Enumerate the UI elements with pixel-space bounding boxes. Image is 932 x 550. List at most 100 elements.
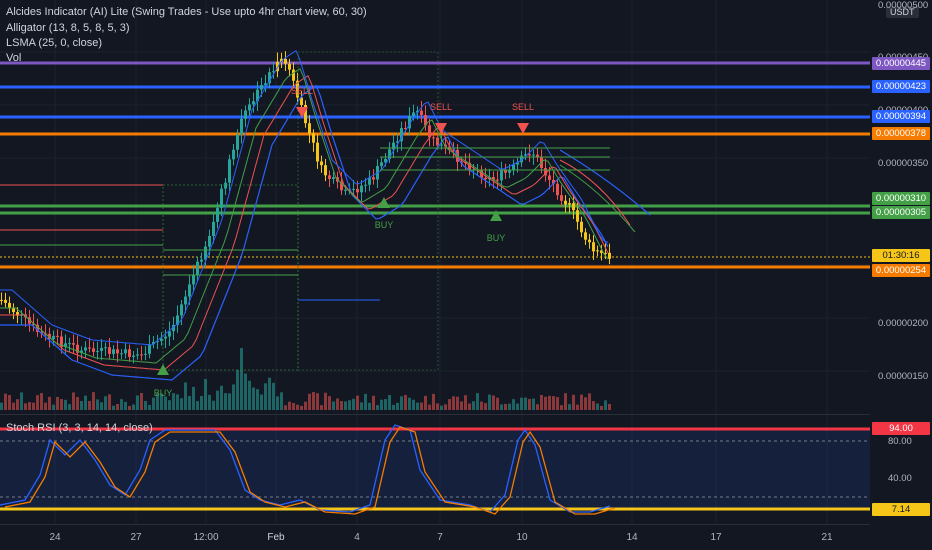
volume-bar xyxy=(192,386,195,410)
volume-bar xyxy=(596,403,599,410)
moving-average-line xyxy=(0,84,609,381)
volume-bar xyxy=(276,396,279,410)
volume-bar xyxy=(444,404,447,410)
candle-body xyxy=(240,118,243,135)
volume-bar xyxy=(580,394,583,410)
candle-body xyxy=(76,344,79,353)
volume-bar xyxy=(408,397,411,410)
volume-bar xyxy=(400,396,403,410)
pane-divider[interactable] xyxy=(0,414,870,415)
price-tag-blue: 0.00000394 xyxy=(872,110,930,123)
candle-body xyxy=(380,162,383,167)
volume-bar xyxy=(404,394,407,410)
volume-bar xyxy=(568,404,571,410)
candle-body xyxy=(536,154,539,158)
candle-body xyxy=(356,188,359,193)
candle-body xyxy=(508,169,511,173)
candle-body xyxy=(392,142,395,150)
candle-body xyxy=(180,304,183,316)
candle-body xyxy=(516,162,519,165)
candle-body xyxy=(272,71,275,73)
sell-signal-label: SELL xyxy=(429,102,453,112)
candle-body xyxy=(168,331,171,337)
price-tick: 0.00000150 xyxy=(878,371,929,382)
volume-bar xyxy=(228,393,231,410)
volume-bar xyxy=(232,384,235,410)
candle-body xyxy=(372,177,375,180)
volume-bar xyxy=(216,390,219,410)
candle-body xyxy=(352,188,355,190)
candle-body xyxy=(48,333,51,340)
time-label: 7 xyxy=(437,532,443,543)
candle-body xyxy=(64,343,67,348)
candle-body xyxy=(96,350,99,352)
candle-body xyxy=(8,302,11,308)
volume-bar xyxy=(452,396,455,410)
candle-body xyxy=(264,83,267,86)
price-tick: 0.00000200 xyxy=(878,318,929,329)
candle-body xyxy=(520,155,523,163)
volume-bar xyxy=(12,402,15,410)
candle-body xyxy=(496,179,499,181)
volume-bar xyxy=(264,383,267,410)
volume-bar xyxy=(52,404,55,410)
volume-bar xyxy=(188,396,191,410)
volume-bar xyxy=(544,396,547,410)
volume-bar xyxy=(604,400,607,410)
candle-body xyxy=(424,115,427,126)
volume-bar xyxy=(288,401,291,410)
volume-bar xyxy=(308,393,311,410)
volume-bar xyxy=(284,405,287,410)
candle-body xyxy=(608,252,611,259)
volume-bar xyxy=(220,385,223,410)
volume-bar xyxy=(460,401,463,410)
volume-bar xyxy=(540,394,543,410)
alligator-legend[interactable]: Alligator (13, 8, 5, 8, 5, 3) xyxy=(6,22,130,34)
volume-bar xyxy=(520,397,523,410)
volume-bar xyxy=(364,393,367,410)
candle-body xyxy=(592,242,595,252)
stoch-tag-red: 94.00 xyxy=(872,422,930,435)
volume-bar xyxy=(296,404,299,410)
time-label: 17 xyxy=(710,532,722,543)
volume-bar xyxy=(552,396,555,410)
candle-body xyxy=(344,189,347,191)
volume-bar xyxy=(328,396,331,410)
candle-body xyxy=(588,239,591,243)
time-label: 10 xyxy=(516,532,528,543)
candle-body xyxy=(184,296,187,305)
stoch-rsi-legend[interactable]: Stoch RSI (3, 3, 14, 14, close) xyxy=(6,422,153,434)
candle-body xyxy=(152,341,155,345)
volume-bar xyxy=(528,398,531,410)
volume-bar xyxy=(532,398,535,410)
volume-bar xyxy=(344,401,347,410)
volume-bar xyxy=(40,393,43,410)
candle-body xyxy=(304,105,307,124)
volume-bar xyxy=(68,404,71,410)
buy-signal-label: BUY xyxy=(486,233,506,243)
volume-bar xyxy=(608,403,611,410)
candle-body xyxy=(192,274,195,285)
volume-bar xyxy=(432,393,435,410)
volume-legend[interactable]: Vol xyxy=(6,52,22,64)
indicator-legend[interactable]: Alcides Indicator (AI) Lite (Swing Trade… xyxy=(6,6,367,18)
volume-bar xyxy=(64,399,67,410)
volume-bar xyxy=(316,393,319,410)
volume-bar xyxy=(592,401,595,410)
candle-body xyxy=(412,112,415,117)
candle-body xyxy=(524,154,527,156)
sell-arrow-icon xyxy=(296,107,308,118)
candle-body xyxy=(420,110,423,116)
candle-body xyxy=(160,338,163,342)
sell-signal-label: SELL xyxy=(511,102,535,112)
candle-body xyxy=(52,335,55,340)
candle-body xyxy=(204,246,207,260)
lsma-legend[interactable]: LSMA (25, 0, close) xyxy=(6,37,102,49)
candle-body xyxy=(312,133,315,143)
price-tag-green: 0.00000305 xyxy=(872,206,930,219)
volume-bar xyxy=(252,387,255,410)
moving-average-line xyxy=(559,164,636,233)
currency-badge[interactable]: USDT xyxy=(886,6,919,18)
